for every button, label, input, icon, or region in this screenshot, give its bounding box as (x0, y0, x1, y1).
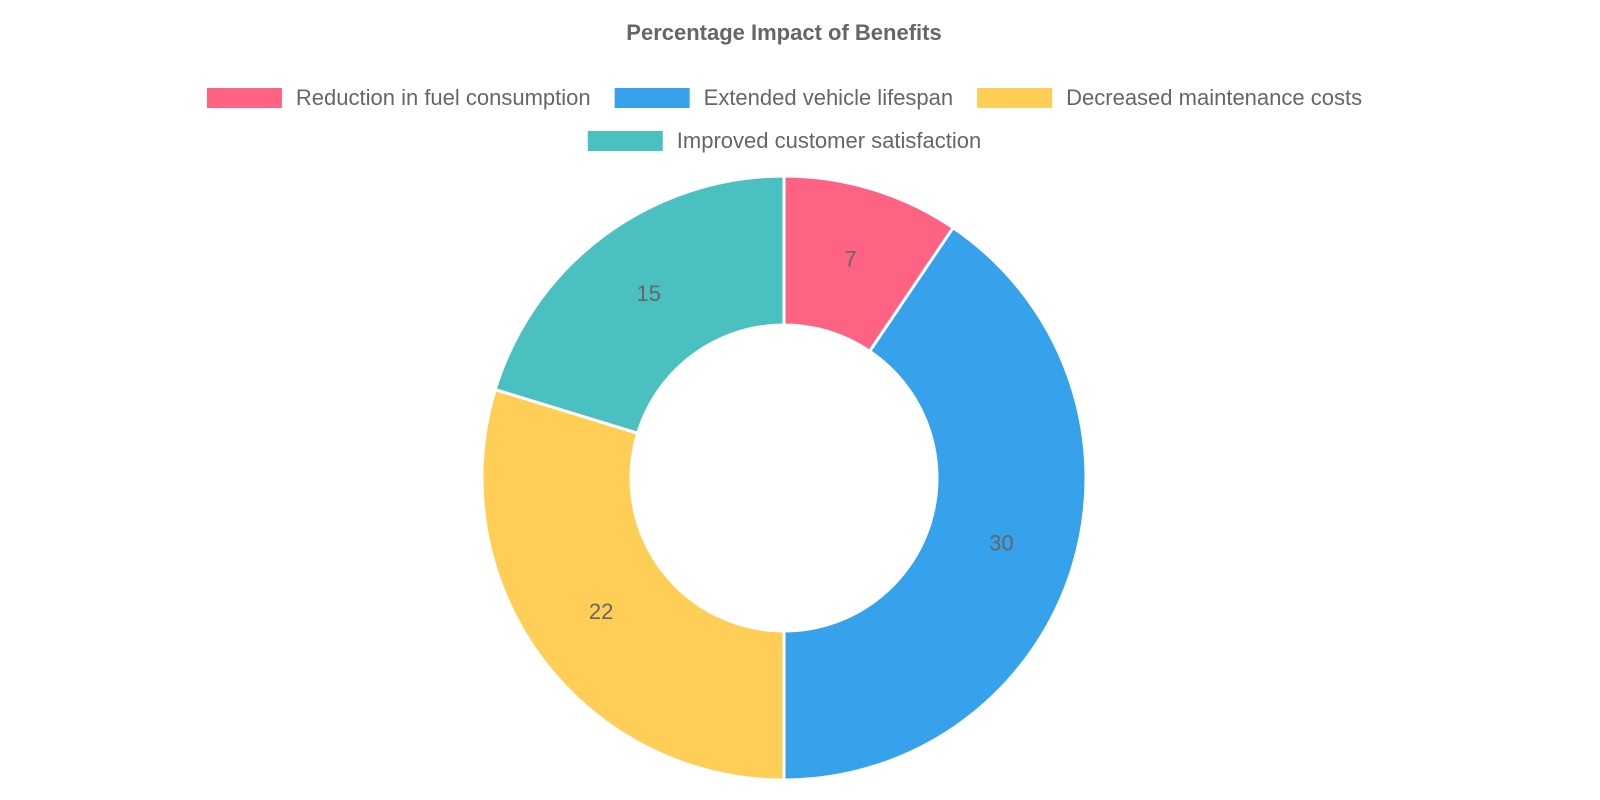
legend-label: Decreased maintenance costs (1066, 85, 1362, 110)
legend-swatch (206, 88, 282, 108)
data-label: 7 (844, 246, 856, 271)
doughnut-slice (480, 387, 786, 782)
legend-swatch (614, 88, 690, 108)
doughnut-slice (493, 174, 786, 436)
legend-swatch (977, 88, 1053, 108)
chart-title: Percentage Impact of Benefits (626, 20, 941, 45)
data-label: 30 (989, 530, 1013, 555)
data-label: 22 (589, 599, 613, 624)
doughnut-slice (782, 225, 1088, 782)
legend-label: Reduction in fuel consumption (296, 85, 591, 110)
data-label: 15 (636, 281, 660, 306)
legend-label: Extended vehicle lifespan (704, 85, 954, 110)
legend-swatch (587, 131, 663, 151)
legend-label: Improved customer satisfaction (677, 128, 981, 153)
